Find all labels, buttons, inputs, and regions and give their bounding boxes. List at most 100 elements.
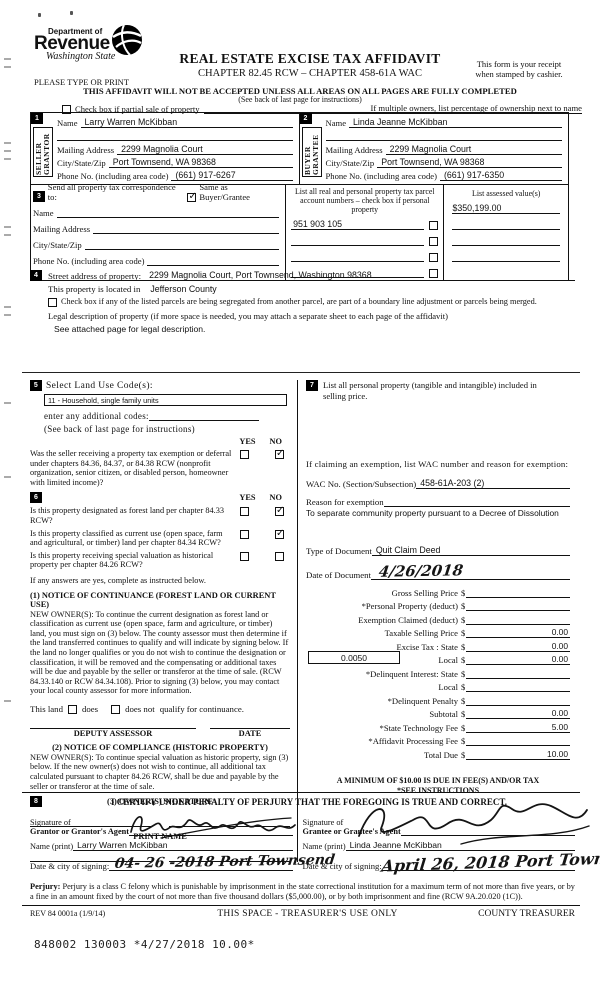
grantee-sig-label2: Grantee or Grantee's Agent: [302, 827, 401, 836]
if-yes-note: If any answers are yes, complete as inst…: [30, 575, 206, 585]
minimum-due-note: A MINIMUM OF $10.00 IS DUE IN FEE(S) AND…: [336, 775, 540, 795]
buyer-city-field[interactable]: Port Townsend, WA 98368: [377, 157, 562, 168]
excise-tax-state-field[interactable]: 0.00: [466, 641, 570, 652]
subtotal-field[interactable]: 0.00: [466, 708, 570, 719]
grantee-print-name-field[interactable]: Linda Jeanne McKibban: [345, 840, 575, 851]
grantee-signature-field[interactable]: [357, 803, 590, 845]
seller-extra-name-field[interactable]: [57, 140, 293, 142]
parcel-personal-checkbox[interactable]: [429, 236, 439, 246]
delinquent-interest-state-field[interactable]: [466, 677, 570, 679]
affidavit-processing-fee-field[interactable]: [466, 745, 570, 746]
does-qualify-checkbox[interactable]: [67, 704, 77, 714]
assessed-value-field[interactable]: $350,199.00: [452, 203, 560, 214]
parcel-number-field[interactable]: 951 903 105: [291, 219, 425, 230]
parcel-header: List all real and personal property tax …: [294, 186, 435, 214]
seller-phone-field[interactable]: (661) 917-6267: [171, 170, 293, 181]
assessed-value-field[interactable]: [452, 260, 560, 262]
this-land-label: This land: [30, 703, 63, 714]
partial-sale-checkbox[interactable]: [62, 105, 71, 114]
perjury-notice: Perjury: Perjury is a class C felony whi…: [30, 882, 575, 901]
fee-table: Gross Selling Price $ *Personal Property …: [306, 584, 570, 760]
q6c-yes-checkbox[interactable]: [240, 551, 249, 561]
partial-sale-label: Check box if partial sale of property: [75, 104, 200, 114]
assessed-value-field[interactable]: [452, 244, 560, 246]
buyer-mailing-field[interactable]: 2299 Magnolia Court: [385, 144, 562, 155]
street-address-field[interactable]: 2299 Magnolia Court, Port Townsend, Wash…: [145, 270, 575, 281]
segregated-checkbox[interactable]: [48, 298, 57, 307]
buyer-extra-name-field[interactable]: [325, 140, 562, 142]
correspondence-name-field[interactable]: [56, 216, 280, 218]
section-divider: [22, 372, 580, 373]
reason-exemption-line[interactable]: [383, 506, 570, 507]
wac-field[interactable]: 458-61A-203 (2): [416, 478, 570, 489]
exemption-claimed-field[interactable]: [466, 623, 570, 625]
q5-yes-checkbox[interactable]: [240, 450, 249, 459]
q6b-no-checkbox[interactable]: ✓: [275, 527, 285, 539]
correspondence-mailing-field[interactable]: [93, 232, 280, 234]
grantor-print-name-field[interactable]: Larry Warren McKibban: [73, 840, 293, 851]
owner-print-name-line[interactable]: [169, 861, 290, 863]
parcel-number-field[interactable]: [291, 260, 425, 262]
deputy-assessor-sign-line[interactable]: [30, 727, 196, 729]
treasurer-space-label: THIS SPACE - TREASURER'S USE ONLY: [217, 909, 398, 919]
doc-date-field[interactable]: 4/26/2018: [370, 561, 570, 581]
reason-exemption-value[interactable]: To separate community property pursuant …: [306, 508, 559, 518]
delinquent-penalty-field[interactable]: [466, 704, 570, 706]
q6a-yes-checkbox[interactable]: [240, 507, 249, 517]
seller-name-field[interactable]: Larry Warren McKibban: [80, 117, 293, 129]
buyer-phone-field[interactable]: (661) 917-6350: [439, 170, 562, 181]
partial-sale-line[interactable]: [203, 103, 314, 114]
no-header: NO: [269, 493, 282, 503]
state-technology-fee-field[interactable]: 5.00: [466, 722, 570, 733]
form-subtitle: CHAPTER 82.45 RCW – CHAPTER 458-61A WAC: [198, 68, 422, 79]
dor-logo: Department of Revenue Washington State: [34, 24, 184, 62]
delinquent-interest-local-field[interactable]: [466, 691, 570, 692]
personal-property-blank-area[interactable]: [306, 401, 570, 459]
doc-date-label: Date of Document: [306, 570, 371, 580]
parcel-number-field[interactable]: [291, 276, 425, 278]
buyer-city-label: City/State/Zip: [325, 157, 375, 168]
assessed-value-field[interactable]: [452, 228, 560, 230]
does-not-qualify-checkbox[interactable]: [111, 704, 121, 714]
county-field[interactable]: Jefferson County: [150, 284, 217, 294]
doc-type-field[interactable]: Quit Claim Deed: [371, 545, 570, 556]
total-due-field[interactable]: 10.00: [466, 749, 570, 760]
land-use-code-select[interactable]: 11 - Household, single family units: [44, 394, 287, 406]
parcel-number-field[interactable]: [291, 244, 425, 246]
correspondence-phone-field[interactable]: [147, 264, 280, 266]
legal-description-value[interactable]: See attached page for legal description.: [54, 324, 206, 334]
q5-no-checkbox[interactable]: ✓: [275, 448, 285, 459]
correspondence-city-field[interactable]: [84, 248, 280, 250]
parcel-personal-checkbox[interactable]: [429, 268, 439, 278]
q6c-no-checkbox[interactable]: [275, 551, 284, 561]
owner-signature-line[interactable]: [30, 826, 151, 828]
grantor-signature-field[interactable]: [129, 816, 296, 839]
parcel-personal-checkbox[interactable]: [429, 252, 439, 262]
personal-property-deduct-field[interactable]: [466, 610, 570, 611]
completion-warning: THIS AFFIDAVIT WILL NOT BE ACCEPTED UNLE…: [83, 86, 517, 96]
section-3-badge: 3: [33, 190, 45, 202]
same-as-buyer-checkbox[interactable]: ✓: [187, 190, 197, 202]
parcel-personal-checkbox[interactable]: [429, 220, 439, 230]
seller-mailing-field[interactable]: 2299 Magnolia Court: [117, 144, 293, 155]
buyer-name-field[interactable]: Linda Jeanne McKibban: [349, 117, 562, 129]
doc-type-label: Type of Document: [306, 546, 372, 556]
taxable-selling-price-field[interactable]: 0.00: [466, 627, 570, 638]
grantor-date-city-field[interactable]: 04- 26 -2018 Port Townsend: [109, 852, 336, 872]
yes-header: YES: [239, 493, 256, 503]
seller-phone-label: Phone No. (including area code): [57, 170, 169, 181]
cashier-receipt-stamp: 848002 130003 *4/27/2018 10.00*: [34, 938, 255, 951]
q6a-no-checkbox[interactable]: ✓: [275, 505, 285, 517]
deputy-assessor-label: DEPUTY ASSESSOR: [73, 728, 153, 738]
section-5-badge: 5: [30, 380, 42, 391]
parcel-numbers-section: List all real and personal property tax …: [286, 184, 445, 280]
additional-codes-field[interactable]: [148, 420, 259, 421]
q6b-yes-checkbox[interactable]: [240, 529, 249, 539]
assessor-date-line[interactable]: [210, 727, 290, 729]
seller-city-field[interactable]: Port Townsend, WA 98368: [108, 157, 293, 168]
grantee-date-city-field[interactable]: April 26, 2018 Port Townsend: [380, 847, 600, 875]
same-as-buyer-label: Same as Buyer/Grantee: [199, 181, 250, 202]
owner-print-name-line[interactable]: [30, 861, 151, 863]
gross-selling-price-field[interactable]: [466, 596, 570, 598]
excise-tax-local-field[interactable]: 0.00: [466, 654, 570, 665]
